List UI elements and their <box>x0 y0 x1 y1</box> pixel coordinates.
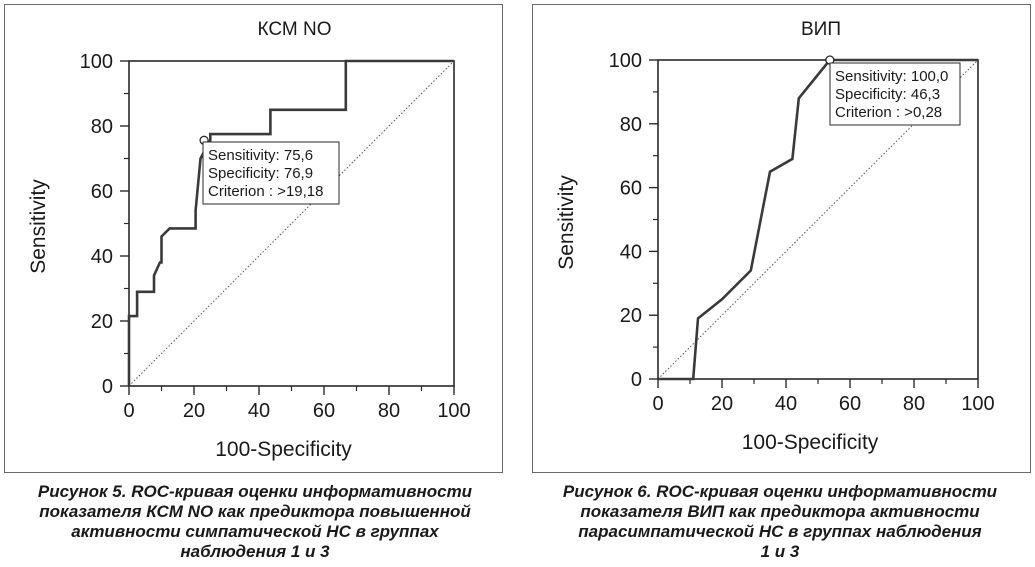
y-tick-label: 60 <box>620 178 642 200</box>
x-tick-label: 0 <box>123 400 134 422</box>
x-tick-label: 60 <box>313 400 335 422</box>
caption-line: парасимпатической НС в группах наблюдени… <box>578 522 982 541</box>
annotation-box <box>202 141 340 205</box>
x-tick-label: 100 <box>961 393 994 415</box>
figure-caption-5: Рисунок 5. ROC-кривая оценки информативн… <box>0 482 510 562</box>
y-tick-label: 40 <box>620 241 642 263</box>
annotation-line: Sensitivity: 75,6 <box>208 147 313 164</box>
x-tick-label: 40 <box>775 393 797 415</box>
figure-caption-6: Рисунок 6. ROC-кривая оценки информативн… <box>525 482 1035 562</box>
annotation-line: Criterion : >0,28 <box>835 104 942 121</box>
y-tick-label: 20 <box>620 305 642 327</box>
y-tick-label: 100 <box>609 50 642 72</box>
x-tick-label: 100 <box>437 400 470 422</box>
y-tick-label: 80 <box>91 116 113 138</box>
y-tick-label: 80 <box>620 114 642 136</box>
caption-line: показателя КСМ NO как предиктора повышен… <box>39 502 471 521</box>
y-axis-label: Sensitivity <box>27 179 50 274</box>
x-axis-label: 100-Specificity <box>742 431 879 454</box>
y-tick-label: 0 <box>631 369 642 391</box>
caption-line: активности симпатической НС в группах <box>71 522 439 541</box>
y-tick-label: 60 <box>91 181 113 203</box>
y-tick-label: 40 <box>91 246 113 268</box>
x-tick-label: 20 <box>183 400 205 422</box>
x-tick-label: 60 <box>839 393 861 415</box>
x-tick-label: 20 <box>711 393 733 415</box>
y-tick-label: 20 <box>91 311 113 333</box>
annotation-line: Specificity: 46,3 <box>835 86 940 103</box>
caption-line: Рисунок 6. ROC-кривая оценки информативн… <box>562 482 998 501</box>
annotation-line: Sensitivity: 100,0 <box>835 68 948 85</box>
caption-line: показателя ВИП как предиктора активности <box>580 502 980 521</box>
chart-title: ВИП <box>801 19 841 40</box>
x-tick-label: 0 <box>652 393 663 415</box>
caption-line: наблюдения 1 и 3 <box>180 542 330 561</box>
x-tick-label: 40 <box>248 400 270 422</box>
y-axis-label: Sensitivity <box>555 175 578 270</box>
roc-curve <box>127 59 454 386</box>
x-tick-label: 80 <box>903 393 925 415</box>
annotation-box <box>829 62 961 126</box>
caption-line: 1 и 3 <box>760 542 800 561</box>
roc-chart-ksm-no: КСМ NO 0 20 40 60 80 100 0 20 40 60 80 100 100-Specif… <box>27 19 471 461</box>
chart-title: КСМ NO <box>258 19 332 40</box>
roc-curve <box>658 58 978 381</box>
caption-line: Рисунок 5. ROC-кривая оценки информативн… <box>37 482 473 501</box>
chart-panel-vip: ВИП 0 20 40 60 80 100 0 20 40 60 80 100 100-Specifici… <box>532 4 1031 473</box>
x-axis-label: 100-Specificity <box>215 438 352 461</box>
y-tick-label: 0 <box>102 376 113 398</box>
chart-panel-ksm-no: КСМ NO 0 20 40 60 80 100 0 20 40 60 80 100 100-Specif… <box>4 4 503 473</box>
roc-chart-vip: ВИП 0 20 40 60 80 100 0 20 40 60 80 100 100-Specifici… <box>555 19 995 454</box>
x-tick-label: 80 <box>378 400 400 422</box>
annotation-line: Criterion : >19,18 <box>208 183 323 200</box>
y-tick-label: 100 <box>80 51 113 73</box>
annotation-line: Specificity: 76,9 <box>208 165 313 182</box>
